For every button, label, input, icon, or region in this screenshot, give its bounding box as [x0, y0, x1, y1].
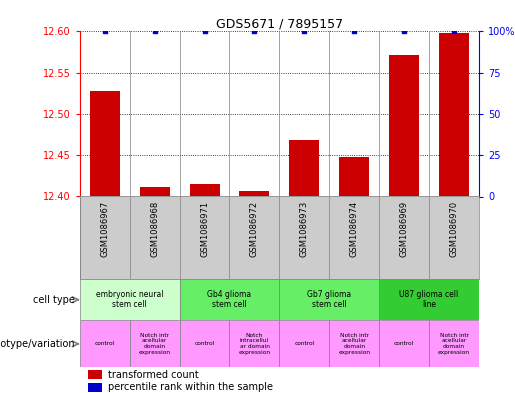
Text: transformed count: transformed count — [108, 369, 198, 380]
Bar — [280, 320, 329, 367]
Text: Notch intr
acellular
domain
expression: Notch intr acellular domain expression — [139, 333, 170, 355]
Bar — [379, 320, 429, 367]
Text: GSM1086968: GSM1086968 — [150, 200, 159, 257]
Text: GSM1086971: GSM1086971 — [200, 200, 209, 257]
Text: GSM1086974: GSM1086974 — [350, 200, 359, 257]
Text: genotype/variation: genotype/variation — [0, 339, 75, 349]
Text: U87 glioma cell
line: U87 glioma cell line — [400, 290, 459, 309]
Text: Gb7 glioma
stem cell: Gb7 glioma stem cell — [307, 290, 351, 309]
Text: GSM1086970: GSM1086970 — [450, 200, 458, 257]
Text: GSM1086969: GSM1086969 — [400, 200, 408, 257]
Bar — [280, 279, 379, 320]
Text: embryonic neural
stem cell: embryonic neural stem cell — [96, 290, 163, 309]
Text: cell type: cell type — [33, 295, 75, 305]
Bar — [180, 279, 280, 320]
Point — [100, 28, 109, 35]
Bar — [429, 320, 479, 367]
Bar — [180, 320, 230, 367]
Text: GSM1086972: GSM1086972 — [250, 200, 259, 257]
Bar — [130, 320, 180, 367]
Bar — [379, 279, 479, 320]
Bar — [88, 370, 102, 379]
Bar — [289, 140, 319, 196]
Point — [450, 28, 458, 35]
Text: Notch
intracellul
ar domain
expression: Notch intracellul ar domain expression — [238, 333, 270, 355]
Text: Notch intr
acellular
domain
expression: Notch intr acellular domain expression — [338, 333, 370, 355]
Text: GSM1086967: GSM1086967 — [100, 200, 109, 257]
Text: Gb4 glioma
stem cell: Gb4 glioma stem cell — [208, 290, 251, 309]
Point — [300, 28, 308, 35]
Bar — [329, 320, 379, 367]
Text: control: control — [195, 342, 215, 346]
Bar — [439, 33, 469, 196]
Bar — [389, 55, 419, 196]
Bar — [80, 279, 180, 320]
Text: control: control — [95, 342, 115, 346]
Text: percentile rank within the sample: percentile rank within the sample — [108, 382, 273, 392]
Bar — [140, 187, 169, 196]
Text: Notch intr
acellular
domain
expression: Notch intr acellular domain expression — [438, 333, 470, 355]
Bar — [239, 191, 269, 196]
Bar — [230, 320, 280, 367]
Bar — [339, 157, 369, 196]
Bar — [88, 383, 102, 392]
Point — [250, 28, 259, 35]
Point — [350, 28, 358, 35]
Point — [150, 28, 159, 35]
Text: GSM1086973: GSM1086973 — [300, 200, 309, 257]
Point — [200, 28, 209, 35]
Text: control: control — [394, 342, 414, 346]
Point — [400, 28, 408, 35]
Title: GDS5671 / 7895157: GDS5671 / 7895157 — [216, 17, 343, 30]
Text: control: control — [294, 342, 315, 346]
Bar — [190, 184, 219, 196]
Bar — [90, 91, 119, 196]
Bar — [80, 320, 130, 367]
